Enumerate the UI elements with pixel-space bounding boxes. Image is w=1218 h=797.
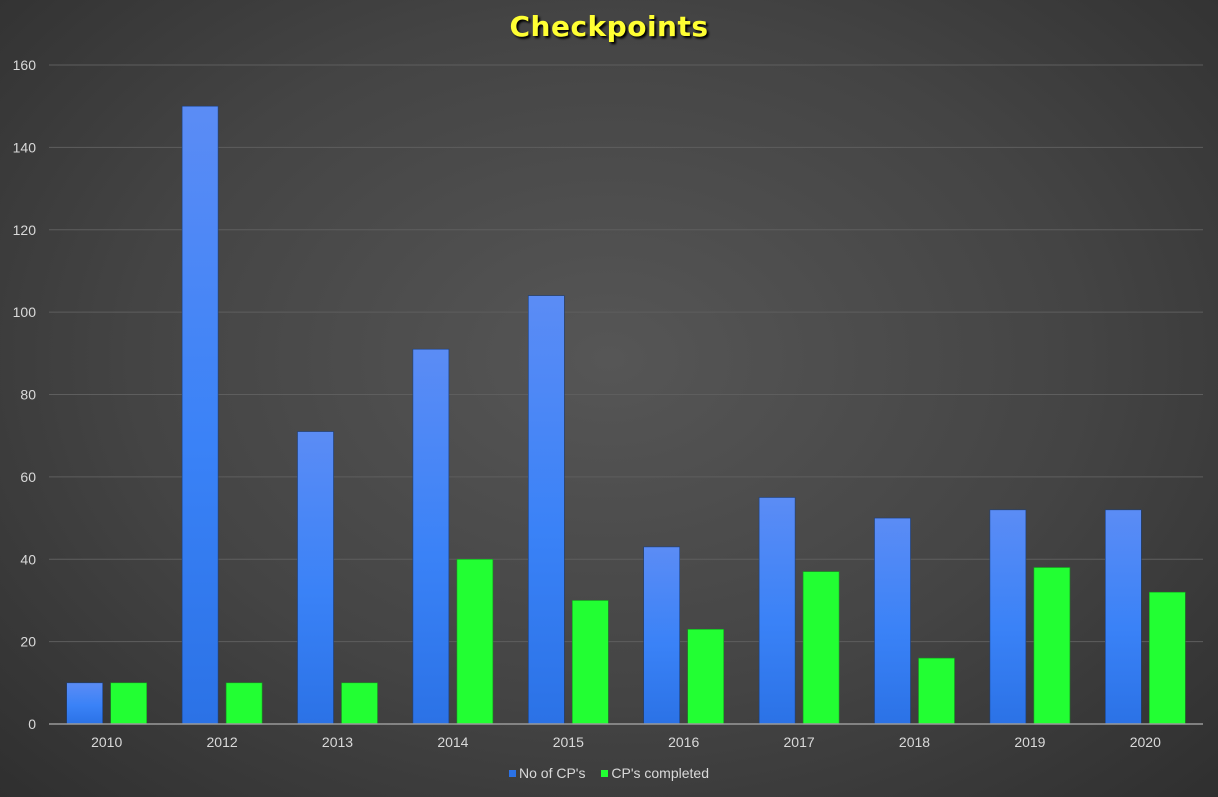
x-tick-label: 2019 [1014, 734, 1045, 750]
y-tick-label: 80 [20, 387, 36, 403]
x-tick-label: 2015 [553, 734, 584, 750]
y-tick-label: 40 [20, 551, 36, 567]
bar-series-1-2015[interactable] [527, 295, 565, 725]
legend-item-series-2[interactable]: CP's completed [601, 765, 709, 781]
x-axis-ticks: 2010 2012 2013 2014 2015 2016 2017 2018 2019 2020 [91, 734, 1161, 750]
legend: No of CP's CP's completed [0, 765, 1218, 781]
x-tick-label: 2012 [207, 734, 238, 750]
y-tick-label: 140 [13, 139, 37, 155]
bar-series-2-2015[interactable] [571, 600, 609, 725]
bars [66, 105, 1186, 725]
legend-item-series-1[interactable]: No of CP's [509, 765, 585, 781]
y-tick-label: 160 [13, 57, 37, 73]
y-tick-label: 0 [28, 716, 36, 732]
bar-series-1-2010[interactable] [66, 682, 103, 725]
bar-series-2-2020[interactable] [1149, 591, 1186, 725]
x-tick-label: 2018 [899, 734, 930, 750]
bar-series-2-2017[interactable] [802, 571, 840, 725]
x-tick-label: 2010 [91, 734, 122, 750]
bar-series-1-2020[interactable] [1105, 509, 1142, 725]
chart-title: Checkpoints [509, 10, 709, 43]
legend-label-series-1: No of CP's [519, 765, 586, 781]
x-tick-label: 2020 [1130, 734, 1161, 750]
gridlines [49, 64, 1203, 643]
legend-swatch-series-1 [509, 770, 516, 777]
bar-series-1-2016[interactable] [643, 546, 681, 725]
bar-series-1-2014[interactable] [412, 348, 450, 725]
bar-series-2-2019[interactable] [1033, 567, 1071, 725]
bar-series-2-2018[interactable] [918, 657, 955, 725]
legend-swatch-series-2 [601, 770, 609, 777]
y-axis-ticks: 0 20 40 60 80 100 120 140 160 [13, 57, 37, 732]
x-tick-label: 2013 [322, 734, 353, 750]
bar-series-1-2013[interactable] [297, 431, 334, 725]
x-tick-label: 2016 [668, 734, 699, 750]
bar-series-1-2012[interactable] [181, 105, 219, 725]
y-tick-label: 120 [13, 222, 37, 238]
x-tick-label: 2017 [784, 734, 815, 750]
bar-series-1-2019[interactable] [989, 509, 1027, 725]
bar-series-2-2016[interactable] [687, 628, 725, 725]
bar-series-2-2014[interactable] [456, 558, 494, 725]
y-tick-label: 100 [13, 304, 37, 320]
y-tick-label: 60 [20, 469, 36, 485]
x-tick-label: 2014 [437, 734, 468, 750]
bar-series-2-2010[interactable] [110, 682, 147, 725]
bar-series-1-2017[interactable] [758, 497, 796, 725]
bar-series-1-2018[interactable] [874, 517, 911, 725]
bar-series-2-2013[interactable] [341, 682, 378, 725]
bar-series-2-2012[interactable] [225, 682, 263, 725]
legend-label-series-2: CP's completed [611, 765, 709, 781]
y-tick-label: 20 [20, 634, 36, 650]
